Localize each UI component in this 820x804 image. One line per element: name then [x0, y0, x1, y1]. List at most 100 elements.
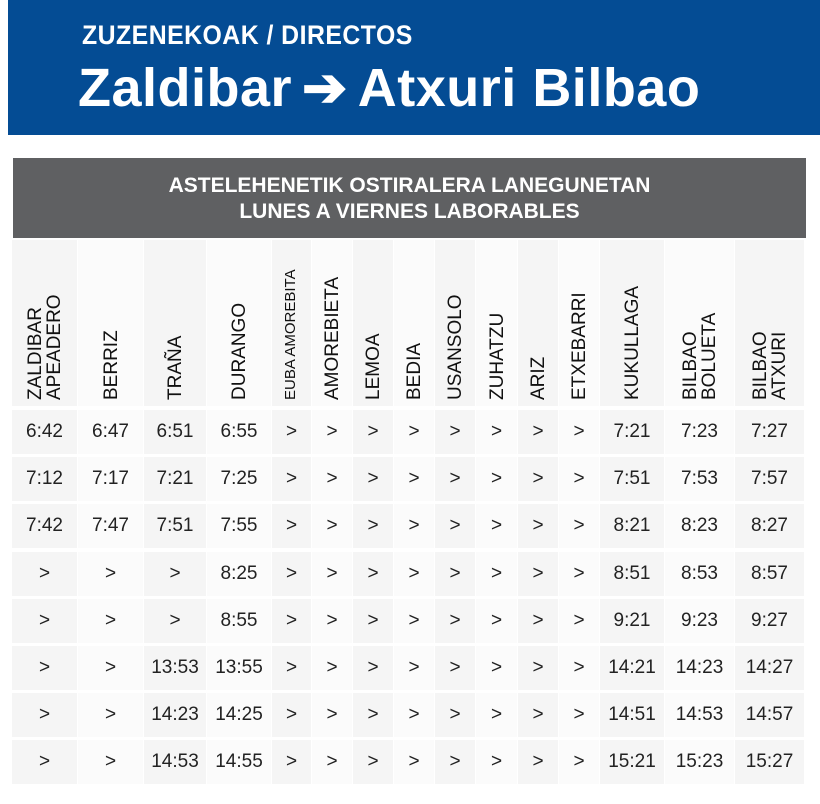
time-cell: > [78, 740, 143, 785]
time-cell: 9:23 [665, 598, 734, 643]
days-basque: ASTELEHENETIK OSTIRALERA LANEGUNETAN [168, 174, 651, 197]
station-header: EUBA AMOREBITA [272, 240, 311, 406]
time-cell: > [435, 693, 475, 738]
origin: Zaldibar [78, 58, 293, 118]
time-cell: > [518, 598, 558, 643]
time-cell: 8:21 [600, 504, 664, 549]
station-name: ZUHATZU [486, 312, 508, 400]
time-cell: > [518, 457, 558, 502]
time-cell: > [394, 504, 434, 549]
station-name: BEDIA [404, 342, 425, 400]
station-column: BEDIA > > > > > > > > [394, 240, 434, 788]
time-cell: > [394, 693, 434, 738]
time-cell: 9:21 [600, 598, 664, 643]
time-cell: 14:53 [665, 693, 734, 738]
time-cell: > [353, 457, 393, 502]
time-cell: > [272, 598, 311, 643]
time-cell: > [476, 410, 517, 454]
time-cell: 8:57 [735, 551, 804, 596]
time-cell: > [353, 598, 393, 643]
time-cell: > [559, 693, 599, 738]
time-cell: 7:42 [12, 504, 77, 549]
time-cell: > [272, 693, 311, 738]
time-cell: > [78, 551, 143, 596]
time-cell: > [476, 598, 517, 643]
station-column: ARIZ > > > > > > > > [518, 240, 558, 788]
station-name: ARIZ [528, 356, 549, 400]
station-name: TRAÑA [165, 335, 186, 400]
time-cell: 7:27 [735, 410, 804, 454]
station-header: AMOREBIETA [312, 240, 352, 406]
time-cell: > [435, 551, 475, 596]
time-cell: > [518, 740, 558, 785]
time-cell: 6:42 [12, 410, 77, 454]
time-cell: > [353, 693, 393, 738]
station-header: ARIZ [518, 240, 558, 406]
station-header: BERRIZ [78, 240, 143, 406]
time-cell: > [518, 410, 558, 454]
time-cell: > [272, 740, 311, 785]
time-cell: 8:51 [600, 551, 664, 596]
time-cell: 6:47 [78, 410, 143, 454]
time-cell: > [272, 410, 311, 454]
station-name: APEADERO [44, 294, 65, 400]
time-cell: > [435, 504, 475, 549]
station-header: KUKULLAGA [600, 240, 664, 406]
time-cell: 7:21 [144, 457, 206, 502]
time-cell: > [353, 504, 393, 549]
time-cell: > [394, 740, 434, 785]
station-column: EUBA AMOREBITA > > > > > > > > [272, 240, 311, 788]
station-name: USANSOLO [445, 294, 466, 400]
station-column: LEMOA > > > > > > > > [353, 240, 393, 788]
time-cell: 15:21 [600, 740, 664, 785]
station-column: AMOREBIETA > > > > > > > > [312, 240, 352, 788]
time-cell: 14:23 [144, 693, 206, 738]
time-cell: > [78, 646, 143, 690]
time-cell: 7:25 [207, 457, 271, 502]
station-name: LEMOA [363, 333, 384, 400]
time-cell: > [559, 410, 599, 454]
time-cell: > [476, 504, 517, 549]
time-cell: > [12, 693, 77, 738]
time-cell: > [559, 457, 599, 502]
station-name: ZALDIBAR [25, 307, 46, 400]
time-cell: 14:25 [207, 693, 271, 738]
time-cell: 8:53 [665, 551, 734, 596]
station-column: TRAÑA 6:51 7:21 7:51 > >13:53 14:23 14:53 [144, 240, 206, 788]
time-cell: > [312, 504, 352, 549]
station-header: ETXEBARRI [559, 240, 599, 406]
time-cell: > [559, 646, 599, 690]
time-cell: 14:27 [735, 646, 804, 690]
station-header: BILBAO ATXURI [735, 240, 804, 406]
time-cell: 6:55 [207, 410, 271, 454]
time-cell: > [435, 457, 475, 502]
time-cell: > [394, 551, 434, 596]
time-cell: > [12, 646, 77, 690]
time-cell: > [312, 598, 352, 643]
time-cell: > [518, 504, 558, 549]
time-cell: 14:55 [207, 740, 271, 785]
time-cell: > [272, 504, 311, 549]
station-header: ZALDIBAR APEADERO [12, 240, 77, 406]
time-cell: > [435, 598, 475, 643]
time-cell: 8:23 [665, 504, 734, 549]
time-cell: > [559, 598, 599, 643]
arrow-right-icon: ➔ [302, 58, 348, 118]
time-cell: > [78, 693, 143, 738]
time-cell: > [518, 646, 558, 690]
time-cell: > [144, 598, 206, 643]
station-name: BOLUETA [699, 312, 720, 400]
time-cell: > [312, 551, 352, 596]
time-cell: 13:53 [144, 646, 206, 690]
station-column: KUKULLAGA 7:21 7:51 8:21 8:51 9:21 14:21 14:51 1… [600, 240, 664, 788]
time-cell: > [518, 551, 558, 596]
time-cell: > [12, 551, 77, 596]
station-header: BEDIA [394, 240, 434, 406]
time-cell: 7:55 [207, 504, 271, 549]
station-header: LEMOA [353, 240, 393, 406]
time-cell: > [476, 646, 517, 690]
station-name: AMOREBIETA [322, 276, 343, 400]
time-cell: 14:51 [600, 693, 664, 738]
time-cell: > [272, 646, 311, 690]
station-column: BILBAO BOLUETA 7:23 7:53 8:23 8:53 9:23 14:23 14… [665, 240, 734, 788]
